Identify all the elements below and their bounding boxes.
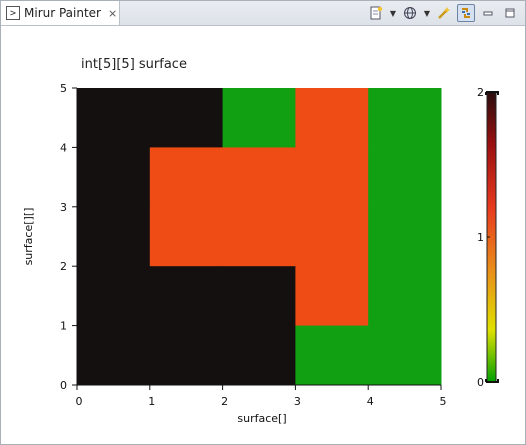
heatmap-cell <box>77 147 151 208</box>
heatmap-cell <box>149 206 224 267</box>
x-tick-label: 3 <box>294 395 301 408</box>
heatmap-cell <box>295 266 369 327</box>
y-tick-label: 2 <box>60 260 67 273</box>
heatmap-cell <box>149 88 224 148</box>
heatmap-cell <box>295 147 369 208</box>
colorbar-tick-label: 1 <box>477 231 484 244</box>
colorbar-tick-label: 0 <box>477 376 484 389</box>
heatmap-cell <box>295 325 369 386</box>
view-toolbar: ▼ ▼ <box>367 3 519 23</box>
heatmap-chart: 0 1 2 3 4 5 0 1 2 3 4 5 surface[] surface[][] 0 1 2 <box>22 82 499 425</box>
heatmap-cell <box>368 147 442 208</box>
x-tick-label: 4 <box>367 395 374 408</box>
globe-icon[interactable] <box>401 4 419 22</box>
heatmap-cell <box>77 266 151 327</box>
link-icon[interactable] <box>457 4 475 22</box>
y-tick-label: 4 <box>60 141 67 154</box>
heatmap-cell <box>77 325 151 386</box>
x-tick-label: 2 <box>221 395 228 408</box>
wand-icon[interactable] <box>435 4 453 22</box>
x-tick-label: 1 <box>148 395 155 408</box>
heatmap-cell <box>77 206 151 267</box>
heatmap-cell <box>368 325 442 386</box>
close-icon[interactable]: ⨯ <box>108 6 118 20</box>
tab-bar: > Mirur Painter ⨯ ▼ ▼ <box>1 1 525 26</box>
chevron-down-icon[interactable]: ▼ <box>389 8 397 18</box>
chart-area: int[5][5] surface 0 1 2 3 4 5 0 1 2 3 4 5 surface[] s… <box>1 26 525 444</box>
maximize-icon[interactable] <box>501 4 519 22</box>
heatmap-cell <box>368 266 442 327</box>
heatmap-cell <box>295 206 369 267</box>
heatmap-cell <box>295 88 369 148</box>
heatmap-cell <box>222 325 296 386</box>
bracket-view-icon: > <box>6 6 20 20</box>
y-tick-label: 5 <box>60 82 67 95</box>
x-tick-label: 0 <box>76 395 83 408</box>
colorbar-tick-label: 2 <box>477 86 484 99</box>
minimize-icon[interactable] <box>479 4 497 22</box>
heatmap-cell <box>77 88 151 148</box>
heatmap-cell <box>222 147 296 208</box>
new-document-icon[interactable] <box>367 4 385 22</box>
y-axis-label: surface[][] <box>22 208 35 266</box>
heatmap-cell <box>222 88 296 148</box>
y-tick-label: 1 <box>60 320 67 333</box>
heatmap-cell <box>149 147 224 208</box>
chevron-down-icon[interactable]: ▼ <box>423 8 431 18</box>
heatmap-cell <box>222 266 296 327</box>
heatmap-cell <box>368 88 442 148</box>
x-tick-label: 5 <box>440 395 447 408</box>
tab-mirur-painter[interactable]: > Mirur Painter ⨯ <box>1 1 120 25</box>
heatmap-cell <box>149 266 224 327</box>
tab-title: Mirur Painter <box>24 6 101 20</box>
x-axis-label: surface[] <box>237 412 286 425</box>
heatmap-cell <box>149 325 224 386</box>
heatmap-cell <box>222 206 296 267</box>
y-tick-label: 0 <box>60 379 67 392</box>
y-tick-label: 3 <box>60 201 67 214</box>
chart-title: int[5][5] surface <box>81 57 187 72</box>
heatmap-cell <box>368 206 442 267</box>
